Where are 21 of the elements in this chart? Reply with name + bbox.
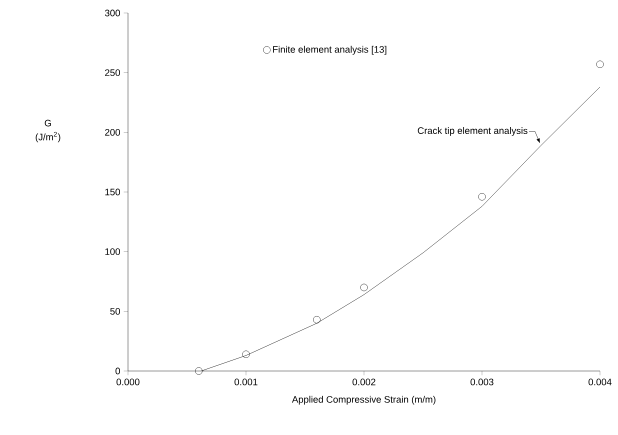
x-tick-label: 0.002 bbox=[352, 378, 376, 386]
y-tick-label: 250 bbox=[105, 69, 120, 76]
legend-label: Finite element analysis [13] bbox=[273, 46, 386, 55]
series-label: Crack tip element analysis bbox=[418, 127, 528, 136]
x-tick-label: 0.001 bbox=[234, 378, 258, 386]
y-tick-label: 100 bbox=[105, 248, 120, 256]
y-tick-label: 50 bbox=[110, 308, 120, 315]
x-tick-label: 0.004 bbox=[588, 378, 612, 386]
x-tick-label: 0.003 bbox=[470, 378, 494, 386]
point bbox=[360, 284, 368, 292]
y-tick-label: 0 bbox=[116, 368, 120, 374]
y-tick-label: 150 bbox=[105, 188, 120, 196]
point bbox=[596, 60, 604, 68]
y-axis-title: G (J/m$^{2}$) bbox=[36, 120, 60, 142]
point bbox=[313, 316, 320, 324]
point bbox=[478, 193, 486, 200]
y-tick-label: 200 bbox=[105, 128, 120, 136]
x-tick-label: 0.000 bbox=[116, 378, 140, 386]
x-axis-title: Applied Compressive Strain (m/m) bbox=[292, 396, 436, 405]
point bbox=[242, 350, 250, 358]
y-tick-label: 300 bbox=[104, 10, 120, 16]
